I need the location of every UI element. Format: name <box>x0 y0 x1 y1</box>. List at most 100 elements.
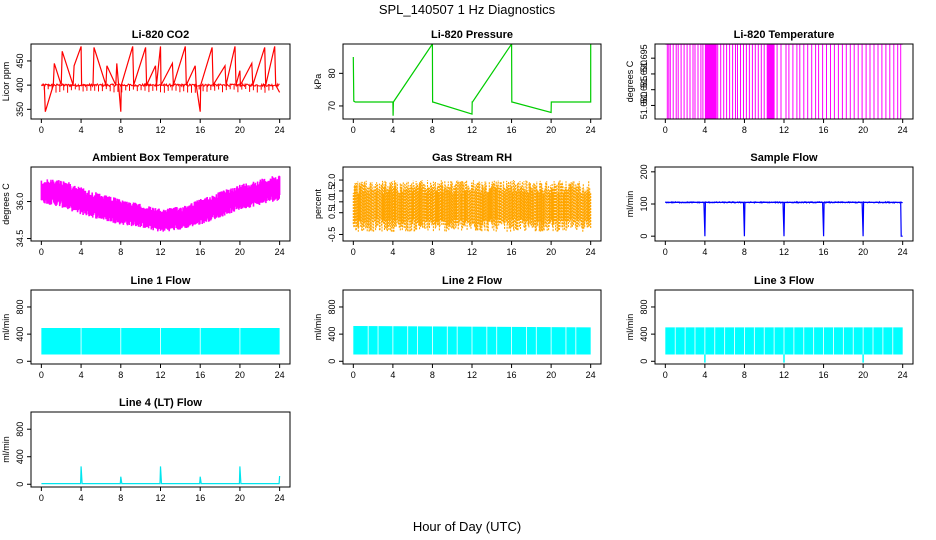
x-tick-label: 20 <box>235 247 245 257</box>
x-tick-label: 24 <box>898 125 908 135</box>
panel-title: Line 1 Flow <box>131 275 191 287</box>
y-axis-label: percent <box>313 188 323 219</box>
y-axis-label: ml/min <box>1 314 11 341</box>
y-axis-label: Licor ppm <box>1 62 11 102</box>
x-tick-label: 20 <box>235 125 245 135</box>
y-tick-label: 0 <box>15 482 25 487</box>
figure-x-label: Hour of Day (UTC) <box>413 519 521 534</box>
x-tick-label: 4 <box>79 493 84 503</box>
x-tick-label: 24 <box>586 370 596 380</box>
x-tick-label: 4 <box>702 247 707 257</box>
data-line <box>666 44 902 119</box>
y-tick-label: 400 <box>15 449 25 464</box>
x-tick-label: 16 <box>819 370 829 380</box>
y-axis-label: degrees C <box>1 183 11 225</box>
x-tick-label: 24 <box>275 493 285 503</box>
data-band <box>40 175 281 232</box>
y-tick-label: 0 <box>15 359 25 364</box>
y-axis-label: ml/min <box>1 436 11 463</box>
y-tick-label: 100 <box>639 196 649 211</box>
y-tick-label: 0 <box>639 234 649 239</box>
x-tick-label: 16 <box>507 125 517 135</box>
y-tick-label: 34.5 <box>15 230 25 248</box>
x-tick-label: 12 <box>467 125 477 135</box>
y-axis-label: degrees C <box>625 60 635 102</box>
x-tick-label: 24 <box>275 247 285 257</box>
x-tick-label: 24 <box>898 247 908 257</box>
y-tick-label: 0 <box>639 359 649 364</box>
y-tick-label: 350 <box>15 102 25 117</box>
y-tick-label: 51.680 <box>639 92 649 120</box>
x-tick-label: 0 <box>39 125 44 135</box>
y-tick-label: -0.5 <box>327 227 337 243</box>
data-line <box>41 46 281 112</box>
data-layer <box>664 200 903 237</box>
x-tick-label: 8 <box>742 247 747 257</box>
y-tick-label: 51.685 <box>639 76 649 104</box>
y-axis-label: ml/min <box>625 191 635 218</box>
panel-7: Line 1 Flow ml/min 0 4 8 12 16 20 24 0 400 800 <box>1 275 291 380</box>
x-tick-label: 16 <box>819 247 829 257</box>
y-tick-label: 0.5 <box>327 206 337 219</box>
x-tick-label: 4 <box>390 125 395 135</box>
data-band <box>352 180 592 232</box>
x-tick-label: 12 <box>155 125 165 135</box>
y-tick-label: 400 <box>15 78 25 93</box>
y-axis-label: ml/min <box>625 314 635 341</box>
y-tick-label: 450 <box>15 53 25 68</box>
x-tick-label: 8 <box>118 493 123 503</box>
panel-9: Line 3 Flow ml/min 0 4 8 12 16 20 24 0 400 800 <box>625 275 914 380</box>
panel-title: Line 3 Flow <box>754 275 814 287</box>
data-layer <box>665 327 903 363</box>
y-tick-label: 2.0 <box>327 174 337 187</box>
y-tick-label: 800 <box>639 299 649 314</box>
x-tick-label: 4 <box>79 247 84 257</box>
x-tick-label: 4 <box>702 370 707 380</box>
x-tick-label: 8 <box>742 370 747 380</box>
x-tick-label: 16 <box>195 125 205 135</box>
y-axis-label: kPa <box>313 74 323 90</box>
panel-title: Li-820 Temperature <box>734 29 835 41</box>
panel-title: Gas Stream RH <box>432 152 512 164</box>
x-tick-label: 0 <box>663 125 668 135</box>
data-noise <box>664 200 903 204</box>
data-layer <box>665 44 903 119</box>
x-tick-label: 16 <box>195 370 205 380</box>
panel-title: Li-820 Pressure <box>431 29 513 41</box>
y-tick-label: 36.0 <box>15 193 25 211</box>
x-tick-label: 20 <box>858 370 868 380</box>
y-tick-label: 800 <box>15 299 25 314</box>
x-tick-label: 8 <box>430 125 435 135</box>
data-line <box>352 44 592 116</box>
panel-6: Sample Flow ml/min 0 4 8 12 16 20 24 0 100 200 <box>625 152 914 257</box>
data-layer <box>41 466 281 485</box>
panel-4: Ambient Box Temperature degrees C 0 4 8 12 16 2… <box>1 152 291 257</box>
panel-10: Line 4 (LT) Flow ml/min 0 4 8 12 16 20 24 0 400 800 <box>1 397 291 503</box>
x-tick-label: 0 <box>351 247 356 257</box>
x-tick-label: 8 <box>118 370 123 380</box>
x-tick-label: 20 <box>546 125 556 135</box>
y-tick-label: 51.690 <box>639 60 649 88</box>
panel-title: Line 4 (LT) Flow <box>119 397 202 409</box>
panel-8: Line 2 Flow ml/min 0 4 8 12 16 20 24 0 400 800 <box>313 275 602 380</box>
x-tick-label: 0 <box>351 370 356 380</box>
x-tick-label: 16 <box>819 125 829 135</box>
data-dips <box>43 85 274 93</box>
data-layer <box>352 44 592 116</box>
panel-1: Li-820 CO2 Licor ppm 0 4 8 12 16 20 24 350 400 450 <box>1 29 291 135</box>
x-tick-label: 0 <box>39 370 44 380</box>
y-tick-label: 400 <box>639 327 649 342</box>
y-tick-label: 70 <box>327 101 337 111</box>
x-tick-label: 12 <box>467 247 477 257</box>
panel-title: Li-820 CO2 <box>132 29 189 41</box>
data-layer <box>353 325 591 355</box>
data-layer <box>40 175 281 232</box>
x-tick-label: 12 <box>467 370 477 380</box>
x-tick-label: 4 <box>390 247 395 257</box>
x-tick-label: 12 <box>779 247 789 257</box>
data-layer <box>41 328 280 355</box>
x-tick-label: 20 <box>235 493 245 503</box>
